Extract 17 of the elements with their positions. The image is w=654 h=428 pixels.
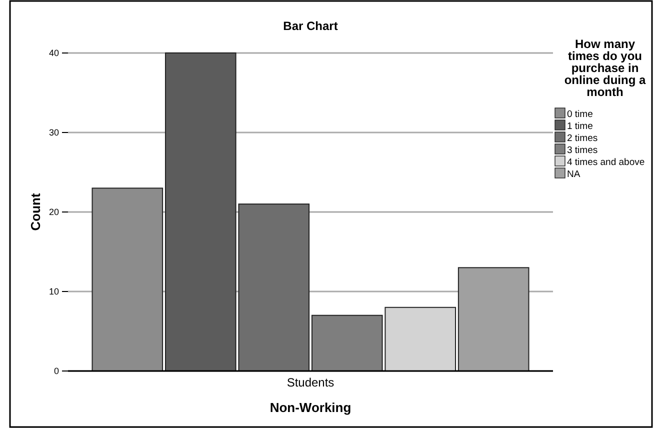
y-tick-label: 10 (48, 286, 59, 296)
legend-label: 4 times and above (567, 157, 645, 168)
x-tick-label: Students (286, 376, 334, 390)
legend-label: NA (567, 169, 581, 180)
legend-title: How many times do you purchase in online duing a month (564, 37, 646, 99)
legend-label: 0 time (567, 109, 593, 120)
y-tick-label: 30 (48, 127, 59, 138)
legend-label: 1 time (567, 121, 593, 132)
y-tick-label: 40 (48, 48, 59, 58)
y-axis-title: Count (28, 192, 43, 231)
x-axis-title: Non-Working (270, 400, 352, 415)
legend-label: 3 times (567, 145, 598, 156)
y-tick-label: 20 (48, 206, 59, 217)
y-tick-label: 0 (54, 366, 59, 376)
bar (92, 188, 164, 372)
legend-label: 2 times (567, 133, 598, 144)
chart-title: Bar Chart (283, 19, 338, 33)
